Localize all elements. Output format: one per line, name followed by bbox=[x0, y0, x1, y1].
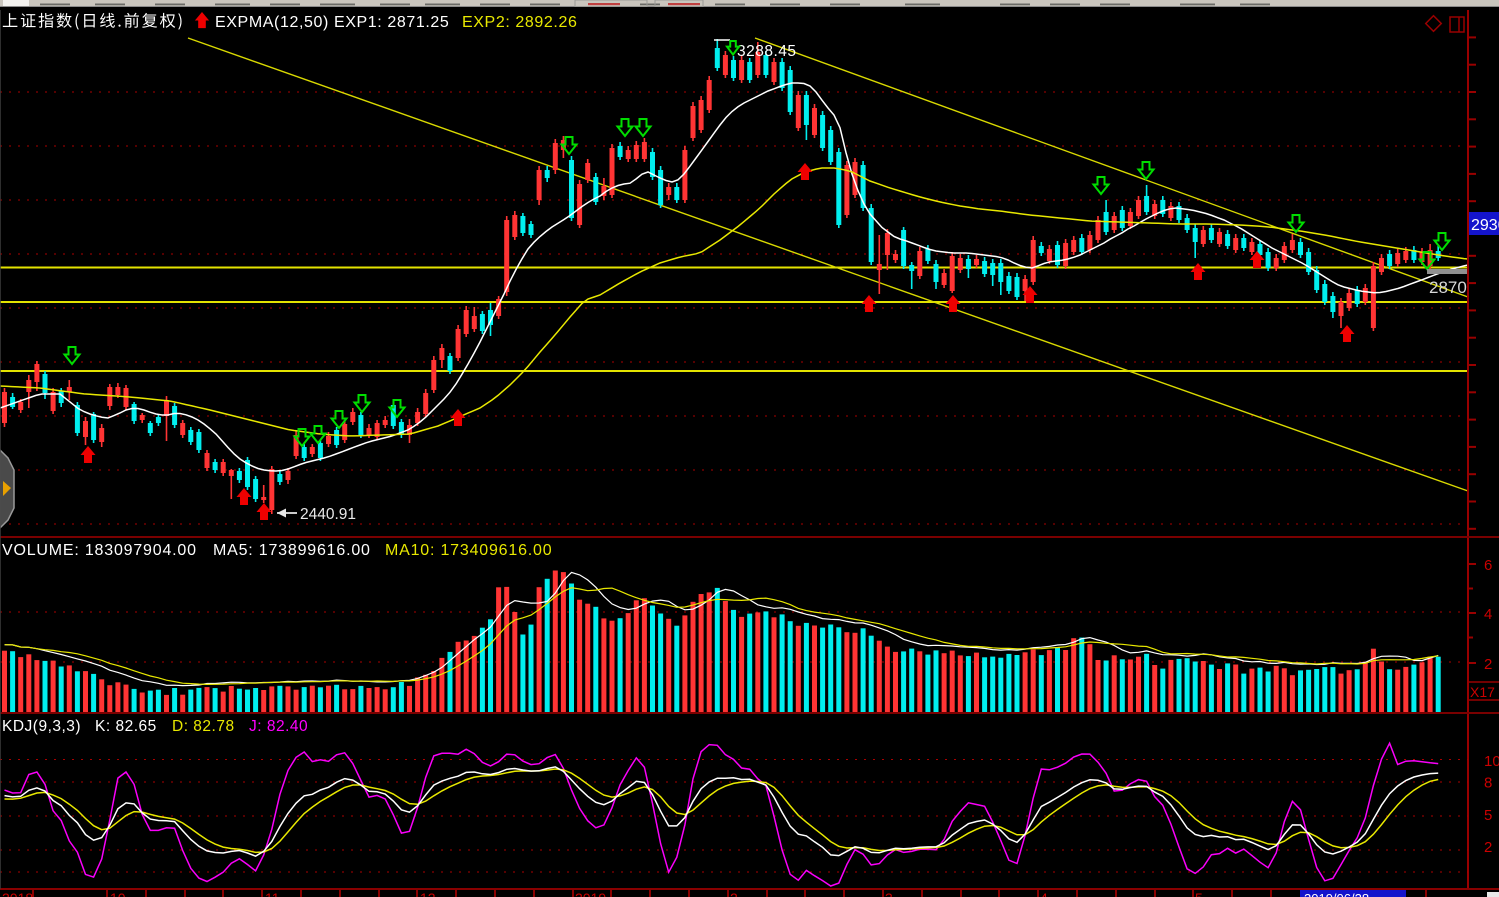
svg-text:6: 6 bbox=[1484, 557, 1492, 574]
svg-text:X17: X17 bbox=[1470, 684, 1495, 700]
svg-text:11: 11 bbox=[265, 890, 280, 897]
svg-text:MA5: 173899616.00: MA5: 173899616.00 bbox=[213, 542, 371, 559]
svg-text:2: 2 bbox=[1484, 839, 1492, 856]
svg-text:2019: 2019 bbox=[575, 890, 606, 897]
svg-text:4: 4 bbox=[1040, 890, 1048, 897]
svg-text:MA10: 173409616.00: MA10: 173409616.00 bbox=[385, 542, 552, 559]
svg-text:4: 4 bbox=[1484, 606, 1492, 623]
svg-text:VOLUME: 183097904.00: VOLUME: 183097904.00 bbox=[2, 542, 197, 559]
svg-text:5: 5 bbox=[1484, 807, 1492, 824]
svg-text:12: 12 bbox=[420, 890, 436, 897]
svg-text:5: 5 bbox=[1195, 890, 1203, 897]
svg-text:2: 2 bbox=[730, 890, 738, 897]
svg-text:3288.45: 3288.45 bbox=[737, 43, 797, 60]
svg-text:K: 82.65: K: 82.65 bbox=[95, 718, 157, 735]
svg-text:2930: 2930 bbox=[1471, 217, 1499, 234]
svg-text:2440.91: 2440.91 bbox=[300, 506, 356, 523]
svg-text:8: 8 bbox=[1484, 775, 1492, 792]
svg-text:2870: 2870 bbox=[1429, 278, 1467, 297]
svg-text:EXPMA(12,50) EXP1: 2871.25: EXPMA(12,50) EXP1: 2871.25 bbox=[215, 14, 449, 31]
svg-text:2: 2 bbox=[1484, 656, 1492, 673]
svg-text:10: 10 bbox=[1484, 753, 1499, 770]
svg-text:J: 82.40: J: 82.40 bbox=[249, 718, 308, 735]
svg-text:D: 82.78: D: 82.78 bbox=[172, 718, 235, 735]
svg-text:10: 10 bbox=[110, 890, 126, 897]
svg-text:2019/06/28: 2019/06/28 bbox=[1304, 891, 1369, 897]
svg-text:3: 3 bbox=[885, 890, 893, 897]
svg-text:EXP2: 2892.26: EXP2: 2892.26 bbox=[462, 14, 577, 31]
svg-text:2018: 2018 bbox=[2, 890, 33, 897]
svg-text:KDJ(9,3,3): KDJ(9,3,3) bbox=[2, 718, 81, 735]
